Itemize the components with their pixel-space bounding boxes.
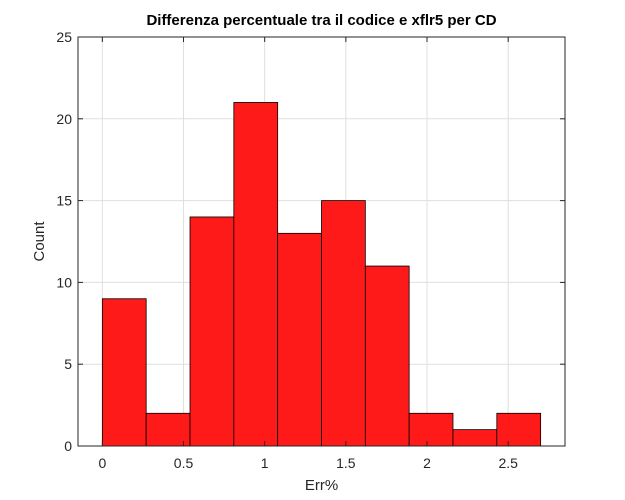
y-tick-label: 5 (64, 356, 72, 372)
histogram-bar (408, 412, 454, 447)
histogram-bar (233, 102, 279, 447)
x-tick-label: 1 (261, 455, 269, 471)
x-tick-label: 2.5 (498, 455, 518, 471)
x-axis-label: Err% (305, 477, 338, 494)
histogram-bar (496, 412, 542, 447)
x-tick-label: 0.5 (174, 455, 194, 471)
histogram-bar (145, 412, 191, 447)
x-tick-label: 2 (423, 455, 431, 471)
histogram-bar (452, 429, 498, 447)
histogram-bar (321, 200, 366, 447)
histogram-bar (277, 232, 322, 447)
axis-ticks: 0 0.5 1 1.5 2 2.5 0 5 10 15 20 25 (56, 29, 565, 471)
y-tick-label: 25 (56, 29, 72, 45)
axes-box (77, 36, 566, 447)
histogram-bar (189, 216, 235, 447)
x-tick-label: 1.5 (336, 455, 356, 471)
y-tick-label: 20 (56, 111, 72, 127)
histogram-bars (101, 102, 542, 447)
y-tick-label: 15 (56, 193, 72, 209)
histogram-bar (101, 298, 147, 447)
histogram-bar (364, 265, 410, 447)
x-tick-label: 0 (98, 455, 106, 471)
y-tick-label: 0 (64, 438, 72, 454)
chart-title: Differenza percentuale tra il codice e x… (146, 12, 496, 29)
y-tick-label: 10 (56, 274, 72, 290)
y-axis-label: Count (31, 221, 48, 262)
